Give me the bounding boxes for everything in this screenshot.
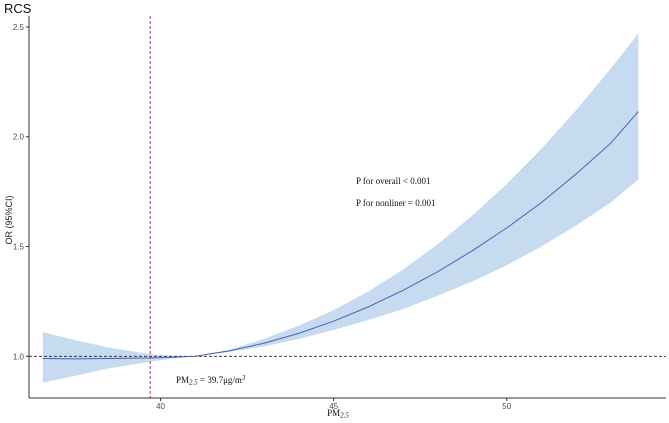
annotation-nonliner: P for nonliner = 0.001 — [356, 198, 435, 208]
x-axis-label-main: PM — [327, 408, 340, 418]
confidence-band — [42, 33, 639, 383]
annotation-overall: P for overall < 0.001 — [356, 176, 430, 186]
threshold-value: = 39.7μg/m — [198, 375, 242, 385]
x-tick-label: 40 — [156, 402, 165, 411]
chart-title: RCS — [4, 1, 32, 16]
y-tick-label: 1.0 — [13, 352, 25, 361]
x-axis-label-subscript: 2.5 — [340, 412, 349, 420]
x-tick-label: 45 — [329, 402, 338, 411]
x-axis: 40 45 50 — [29, 397, 666, 411]
y-axis: 1.0 1.5 2.0 2.5 — [13, 16, 30, 398]
y-axis-label: OR (95%CI) — [4, 195, 14, 244]
threshold-annotation: PM2.5 = 39.7μg/m3 — [176, 374, 246, 387]
threshold-subscript: 2.5 — [189, 379, 198, 387]
x-tick-label: 50 — [502, 402, 511, 411]
threshold-prefix: PM — [176, 375, 189, 385]
or-curve — [42, 111, 639, 360]
y-tick-label: 2.5 — [13, 23, 25, 32]
y-tick-label: 1.5 — [13, 243, 25, 252]
threshold-superscript: 3 — [241, 374, 246, 382]
y-tick-label: 2.0 — [13, 133, 25, 142]
plot-area — [29, 16, 666, 398]
x-axis-label: PM2.5 — [327, 408, 349, 420]
